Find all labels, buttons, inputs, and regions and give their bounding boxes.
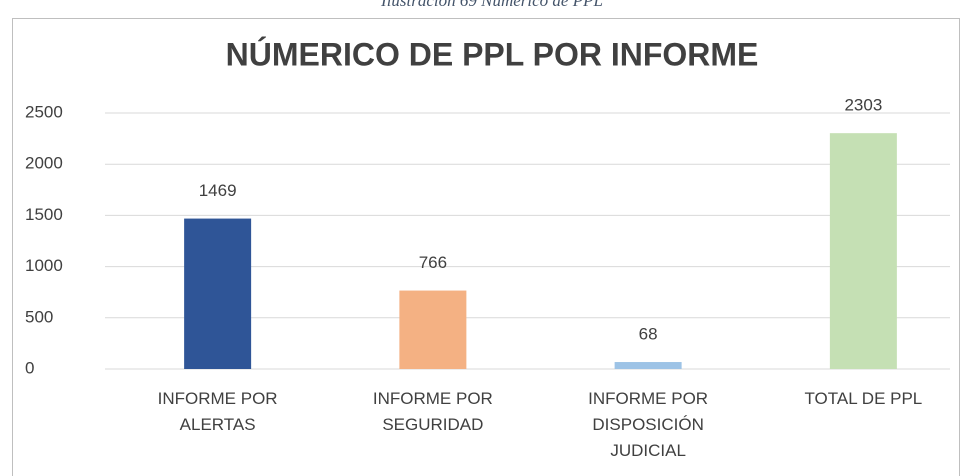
y-tick-label: 2000 <box>25 154 63 173</box>
chart-frame <box>12 18 960 476</box>
y-tick-label: 2500 <box>25 102 63 121</box>
x-tick-label: TOTAL DE PPL <box>804 389 923 408</box>
x-tick-label: INFORME POR ALERTAS <box>157 389 278 434</box>
y-tick-label: 1500 <box>25 205 63 224</box>
y-tick-label: 500 <box>25 307 53 326</box>
bar <box>184 218 252 369</box>
x-tick-label: INFORME POR DISPOSICIÓN JUDICIAL <box>588 389 709 460</box>
data-label: 2303 <box>844 96 882 115</box>
bar <box>829 133 897 369</box>
data-label: 1469 <box>199 181 237 200</box>
bar <box>614 362 682 369</box>
y-tick-label: 1000 <box>25 256 63 275</box>
bar <box>399 290 467 369</box>
data-label: 68 <box>639 325 658 344</box>
caption: Ilustración 69 Numérico de PPL <box>380 0 603 10</box>
x-tick-label: INFORME POR SEGURIDAD <box>372 389 493 434</box>
data-label: 766 <box>419 253 447 272</box>
y-tick-label: 0 <box>25 358 34 377</box>
chart-title: NÚMERICO DE PPL POR INFORME <box>226 36 759 72</box>
